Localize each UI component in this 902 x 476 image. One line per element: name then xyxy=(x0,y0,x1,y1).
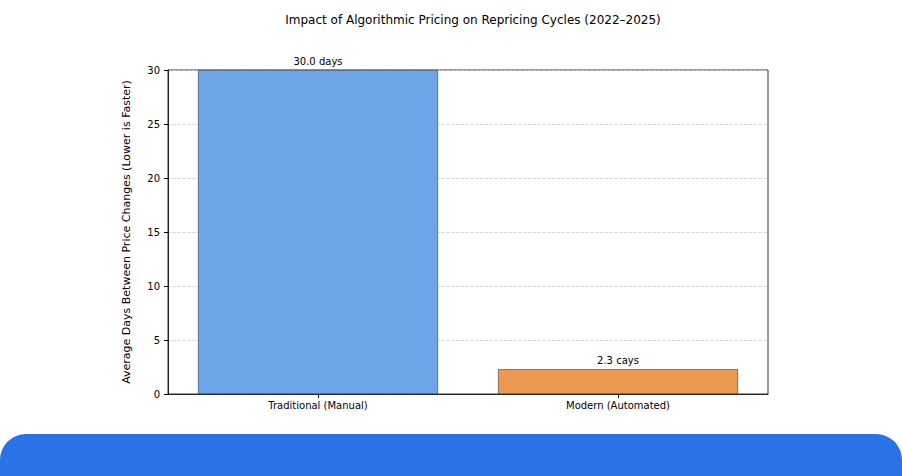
svg-text:Modern (Automated): Modern (Automated) xyxy=(566,400,670,411)
svg-text:25: 25 xyxy=(147,119,160,130)
svg-text:20: 20 xyxy=(147,173,160,184)
svg-text:Impact of Algorithmic Pricing: Impact of Algorithmic Pricing on Reprici… xyxy=(285,13,661,27)
svg-text:5: 5 xyxy=(154,335,160,346)
svg-text:30.0 days: 30.0 days xyxy=(293,56,342,67)
svg-text:2.3 cays: 2.3 cays xyxy=(597,355,639,366)
svg-text:Average Days Between Price Cha: Average Days Between Price Changes (Lowe… xyxy=(120,80,133,384)
svg-text:30: 30 xyxy=(147,65,160,76)
svg-text:0: 0 xyxy=(154,389,160,400)
svg-text:Traditional (Manual): Traditional (Manual) xyxy=(267,400,367,411)
svg-text:15: 15 xyxy=(147,227,160,238)
svg-text:10: 10 xyxy=(147,281,160,292)
